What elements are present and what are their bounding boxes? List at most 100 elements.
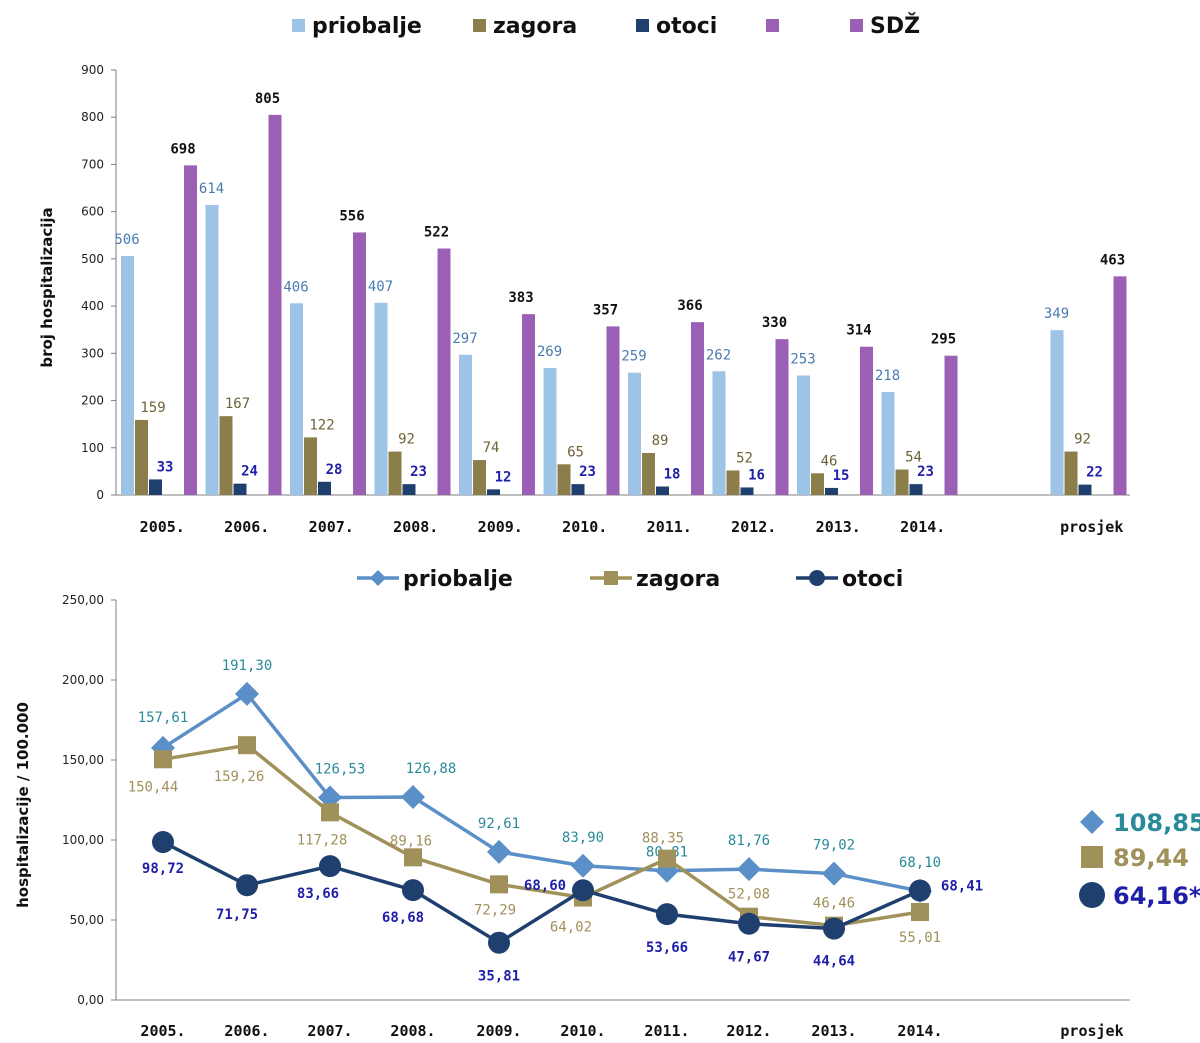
line-legend-label: otoci: [842, 567, 903, 592]
bar-x-tick-label: 2005.: [140, 518, 185, 536]
line-data-label: 79,02: [813, 838, 855, 854]
line-y-tick-label: 200,00: [62, 673, 104, 687]
bar-zagora: [895, 469, 909, 495]
line-data-label: 52,08: [728, 887, 770, 903]
line-x-tick-label: 2009.: [476, 1022, 521, 1040]
line-data-label: 68,41: [941, 879, 983, 895]
bar-y-tick-label: 600: [81, 205, 104, 219]
bar-data-label: 33: [157, 459, 174, 475]
square-marker: [154, 750, 172, 769]
line-data-label: 47,67: [728, 950, 770, 966]
bar-y-axis-title: broj hospitalizacija: [38, 207, 56, 367]
bar-data-label: 522: [424, 225, 449, 241]
bar-data-label: 92: [398, 432, 415, 448]
bar-y-tick-label: 800: [81, 110, 104, 124]
line-x-tick-label: 2014.: [897, 1022, 942, 1040]
bar-data-label: 698: [170, 141, 195, 157]
bar-zagora: [642, 452, 655, 495]
square-marker: [404, 848, 422, 867]
bar-data-label: 28: [326, 462, 343, 478]
bar-data-label: 506: [114, 232, 139, 248]
average-circle-icon: [1079, 882, 1105, 908]
bar-zagora: [473, 460, 486, 495]
bar-priobalje: [121, 256, 134, 495]
bar-data-label: 122: [309, 417, 334, 433]
bar-data-label: 23: [917, 464, 934, 480]
line-data-label: 55,01: [899, 930, 941, 946]
bar-data-label: 253: [790, 352, 815, 368]
average-value: 89,44: [1113, 844, 1189, 872]
bar-zagora: [1064, 451, 1078, 495]
bar-data-label: 262: [706, 347, 731, 363]
bar-data-label: 46: [821, 453, 838, 469]
bar-x-tick-label: 2011.: [647, 518, 692, 536]
line-data-label: 71,75: [216, 907, 258, 923]
bar-priobalje: [712, 371, 726, 495]
bar-otoci: [909, 484, 923, 495]
bar-data-label: 16: [748, 467, 765, 483]
bar-priobalje: [628, 372, 641, 495]
line-y-tick-label: 50,00: [70, 913, 104, 927]
circle-marker: [152, 831, 174, 854]
circle-marker: [656, 903, 678, 926]
bar-priobalje: [459, 354, 472, 495]
bar-legend-label: priobalje: [312, 14, 422, 39]
bar-sdz: [353, 232, 366, 495]
line-data-label: 89,16: [390, 833, 432, 849]
bar-zagora: [726, 470, 740, 495]
bar-x-tick-label: 2012.: [731, 518, 776, 536]
bar-otoci: [571, 484, 585, 495]
bar-y-tick-label: 0: [96, 488, 104, 502]
line-data-label: 53,66: [646, 940, 688, 956]
line-legend-label: zagora: [636, 567, 720, 592]
line-data-label: 81,76: [728, 833, 770, 849]
bar-data-label: 74: [483, 440, 500, 456]
square-marker: [911, 902, 929, 921]
bar-data-label: 407: [368, 279, 393, 295]
bar-otoci: [487, 489, 500, 495]
bar-zagora: [811, 473, 824, 495]
square-marker: [658, 849, 676, 868]
line-y-tick-label: 250,00: [62, 593, 104, 607]
bar-x-tick-label: 2014.: [900, 518, 945, 536]
bar-data-label: 92: [1074, 432, 1091, 448]
bar-x-tick-label: prosjek: [1060, 518, 1123, 536]
bar-y-tick-label: 400: [81, 299, 104, 313]
square-marker: [321, 803, 339, 822]
line-legend-circle-icon: [809, 570, 825, 586]
bar-sdz: [522, 314, 535, 495]
circle-marker: [572, 879, 594, 902]
bar-otoci: [402, 484, 416, 495]
line-data-label: 35,81: [478, 969, 520, 985]
bar-priobalje: [1050, 330, 1064, 495]
bar-x-tick-label: 2010.: [562, 518, 607, 536]
bar-sdz: [944, 355, 958, 495]
bar-data-label: 167: [225, 396, 250, 412]
bar-priobalje: [881, 392, 895, 495]
diamond-marker: [822, 861, 846, 886]
line-x-tick-label: prosjek: [1060, 1022, 1123, 1040]
bar-data-label: 269: [537, 344, 562, 360]
bar-data-label: 383: [508, 290, 533, 306]
line-data-label: 88,35: [642, 831, 684, 847]
bar-sdz: [691, 322, 704, 495]
bar-sdz: [606, 326, 620, 495]
bar-legend-swatch: [636, 19, 649, 32]
circle-marker: [738, 912, 760, 935]
bar-sdz: [860, 346, 873, 495]
bar-data-label: 65: [567, 444, 584, 460]
bar-x-tick-label: 2009.: [478, 518, 523, 536]
bar-data-label: 159: [140, 400, 165, 416]
line-data-label: 83,66: [297, 886, 339, 902]
bar-sdz: [775, 339, 789, 495]
bar-legend-swatch: [766, 19, 779, 32]
bar-priobalje: [543, 367, 557, 495]
diamond-marker: [571, 853, 595, 878]
diamond-marker: [235, 681, 259, 706]
line-data-label: 68,60: [524, 878, 566, 894]
bar-x-tick-label: 2013.: [816, 518, 861, 536]
bar-x-tick-label: 2006.: [224, 518, 269, 536]
circle-marker: [488, 931, 510, 954]
line-x-tick-label: 2006.: [224, 1022, 269, 1040]
